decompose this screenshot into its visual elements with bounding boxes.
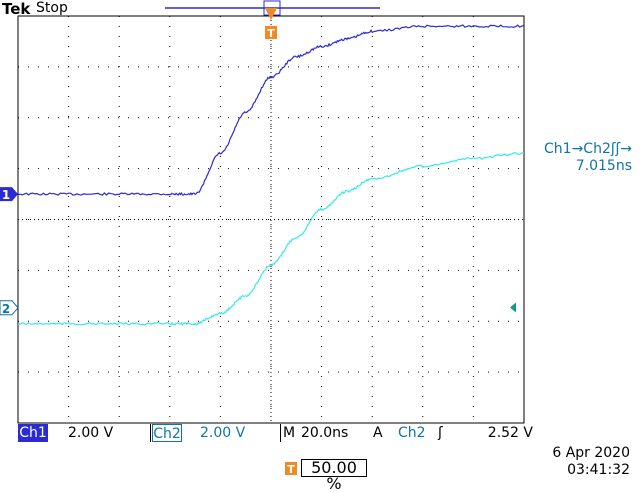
- trigger-level: 2.52 V: [487, 425, 533, 441]
- datetime: 6 Apr 2020 03:41:32: [552, 445, 630, 479]
- timebase-value: 20.0ns: [301, 425, 349, 441]
- waveform-ch2: [17, 152, 525, 326]
- ch1-scale: 2.00 V: [68, 425, 114, 441]
- trigger-channel: Ch2: [398, 425, 426, 441]
- ch2-marker-label: 2: [2, 302, 10, 316]
- measurement-readout: Ch1→Ch2ʃʃ→ 7.015ns: [544, 141, 632, 175]
- trigger-label: A: [373, 425, 383, 441]
- ch2-tag[interactable]: Ch2: [152, 424, 182, 442]
- trigger-slope-icon: ʃ: [438, 425, 443, 441]
- timebase-label: M: [283, 425, 296, 441]
- horizontal-position-value: 50.00 %: [301, 459, 367, 492]
- ch1-tag[interactable]: Ch1: [18, 424, 48, 442]
- trigger-marker-icon: [265, 26, 277, 39]
- divider: [280, 424, 281, 442]
- oscilloscope-screen: T T 1 2: [0, 0, 525, 476]
- measurement-label: Ch1→Ch2ʃʃ→: [544, 141, 632, 157]
- divider: [150, 424, 151, 442]
- waveform-ch1: [17, 24, 525, 196]
- ch2-scale: 2.00 V: [200, 425, 246, 441]
- position-t-icon: [285, 462, 297, 475]
- brand-text: Tek: [2, 0, 31, 18]
- status-bar: Ch1 2.00 V Ch2 2.00 V M 20.0ns A Ch2 ʃ 2…: [18, 424, 533, 442]
- waveform-display: T T 1 2: [0, 0, 525, 476]
- trigger-marker-label: T: [267, 27, 275, 40]
- time-text: 03:41:32: [567, 462, 630, 478]
- ch1-marker-label: 1: [2, 188, 10, 202]
- brand-label: Tek: [2, 0, 30, 18]
- measurement-value: 7.015ns: [575, 158, 632, 174]
- acq-status: Stop: [36, 0, 68, 16]
- position-t-label: T: [287, 463, 295, 476]
- trigger-level-icon: [510, 302, 516, 313]
- ch2-marker-icon: [0, 300, 19, 316]
- trigger-position-icon: [265, 8, 277, 20]
- date-text: 6 Apr 2020: [552, 445, 630, 461]
- ch1-marker-icon: [0, 187, 18, 202]
